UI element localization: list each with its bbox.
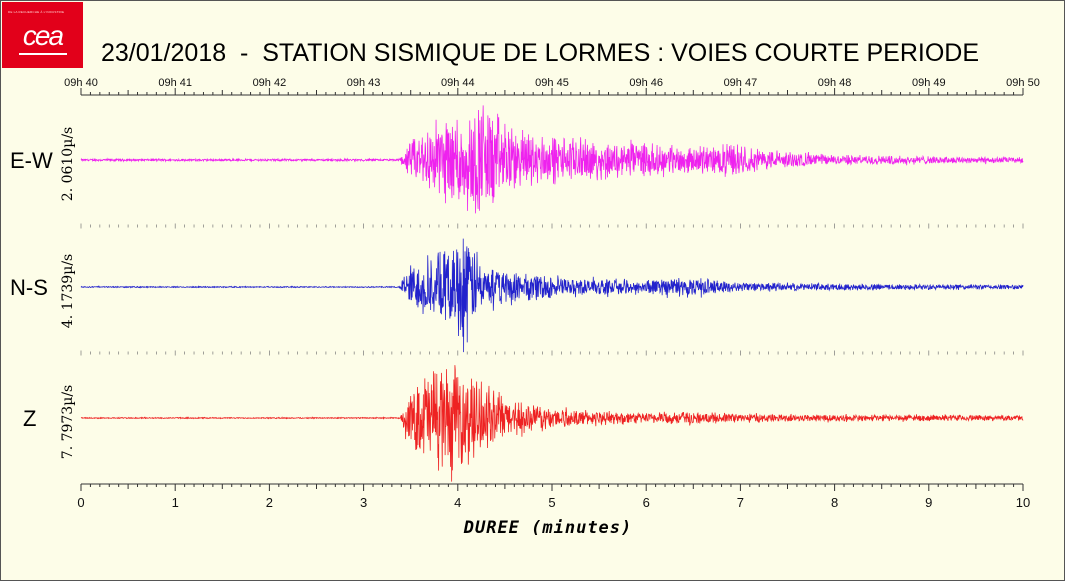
time-tick-label: 09h 48 bbox=[818, 77, 852, 89]
duration-tick-label: 0 bbox=[77, 495, 84, 510]
duration-tick-label: 7 bbox=[737, 495, 744, 510]
channel-label: Z bbox=[23, 406, 36, 431]
x-axis-label: DUREE (minutes) bbox=[463, 518, 633, 538]
logo-underline bbox=[19, 53, 67, 55]
channel-traces: E-W 2. 0610µ/s N-S 4. 1739µ/s Z 7. 7973µ/s bbox=[10, 105, 1024, 482]
channel-label: N-S bbox=[10, 275, 48, 300]
duration-tick-label: 6 bbox=[643, 495, 650, 510]
time-tick-label: 09h 45 bbox=[535, 77, 569, 89]
duration-tick-label: 8 bbox=[831, 495, 838, 510]
time-tick-label: 09h 40 bbox=[64, 77, 98, 89]
logo-tagline: DE LA RECHERCHE À L'INDUSTRIE bbox=[8, 10, 65, 14]
page-title: 23/01/2018 - STATION SISMIQUE DE LORMES … bbox=[101, 39, 980, 67]
time-tick-label: 09h 50 bbox=[1006, 77, 1040, 89]
seismic-trace bbox=[80, 238, 1024, 353]
duration-tick-label: 3 bbox=[360, 495, 367, 510]
channel-z: Z 7. 7973µ/s bbox=[23, 365, 1024, 482]
time-tick-label: 09h 41 bbox=[158, 77, 192, 89]
channel-scale-label: 7. 7973µ/s bbox=[60, 385, 76, 459]
channel-scale-label: 2. 0610µ/s bbox=[60, 127, 76, 201]
duration-axis: 0 1 2 3 4 5 6 7 8 9 10 bbox=[77, 483, 1030, 510]
channel-e-w: E-W 2. 0610µ/s bbox=[10, 105, 1024, 214]
time-axis: 09h 40 09h 41 09h 42 09h 43 09h 44 09h 45 09h … bbox=[64, 77, 1040, 96]
seismic-trace bbox=[80, 365, 1024, 482]
logo-wordmark: cea bbox=[22, 20, 64, 51]
cea-logo: DE LA RECHERCHE À L'INDUSTRIE cea bbox=[2, 2, 83, 68]
seismic-trace bbox=[80, 105, 1024, 214]
channel-scale-label: 4. 1739µ/s bbox=[60, 254, 76, 328]
time-tick-label: 09h 42 bbox=[253, 77, 287, 89]
time-tick-label: 09h 43 bbox=[347, 77, 381, 89]
time-tick-label: 09h 46 bbox=[629, 77, 663, 89]
time-tick-label: 09h 44 bbox=[441, 77, 475, 89]
duration-tick-label: 10 bbox=[1016, 495, 1030, 510]
duration-tick-label: 9 bbox=[925, 495, 932, 510]
duration-tick-label: 4 bbox=[454, 495, 461, 510]
channel-n-s: N-S 4. 1739µ/s bbox=[10, 238, 1024, 353]
time-tick-label: 09h 47 bbox=[724, 77, 758, 89]
time-tick-label: 09h 49 bbox=[912, 77, 946, 89]
duration-tick-label: 1 bbox=[172, 495, 179, 510]
duration-tick-label: 2 bbox=[266, 495, 273, 510]
channel-label: E-W bbox=[10, 148, 53, 173]
duration-tick-label: 5 bbox=[548, 495, 555, 510]
